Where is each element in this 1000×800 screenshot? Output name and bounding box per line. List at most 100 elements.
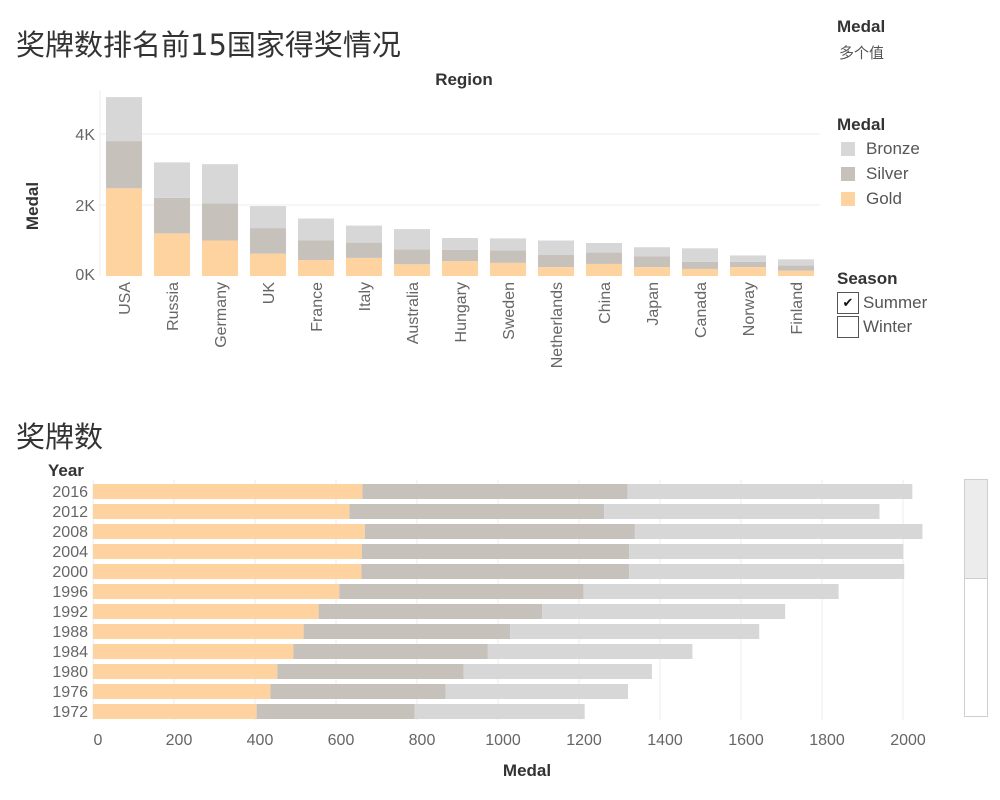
hbar-bronze: [634, 524, 923, 539]
bar-silver: [730, 261, 766, 268]
x-axis-label: Medal: [503, 761, 551, 780]
bar-silver: [634, 256, 670, 268]
y-tick-label: 2K: [75, 198, 95, 215]
x-tick-label: 0: [94, 732, 103, 749]
y-tick-label: 1980: [52, 664, 88, 681]
x-tick-label: 600: [328, 732, 355, 749]
checkmark-icon: ✔: [842, 295, 854, 310]
y-tick-label: 4K: [75, 127, 95, 144]
bar-gold: [442, 261, 478, 276]
bar-gold: [154, 233, 190, 276]
hbar-gold: [93, 504, 350, 519]
hbar-bronze: [583, 584, 839, 599]
x-tick-label: Japan: [645, 282, 662, 326]
season-option-summer[interactable]: ✔ Summer: [837, 292, 927, 314]
x-tick-label: Finland: [789, 282, 806, 334]
chart-title: 奖牌数排名前15国家得奖情况: [16, 28, 401, 62]
x-tick-label: 200: [166, 732, 193, 749]
hbar-bronze: [510, 624, 760, 639]
bar-bronze: [730, 255, 766, 262]
hbar-bronze: [414, 704, 585, 719]
y-tick-label: 1988: [52, 624, 88, 641]
x-tick-label: China: [597, 282, 614, 324]
silver-swatch: [841, 167, 855, 181]
x-tick-label: 1200: [566, 732, 602, 749]
bar-bronze: [586, 242, 622, 253]
hbar-silver: [361, 564, 630, 579]
hbar-silver: [362, 484, 628, 499]
legend-item-bronze[interactable]: Bronze: [841, 139, 920, 159]
bar-bronze: [298, 218, 334, 241]
bar-gold: [682, 268, 718, 276]
x-tick-label: Norway: [741, 282, 758, 336]
legend-item-silver[interactable]: Silver: [841, 164, 909, 184]
bar-bronze: [346, 225, 382, 243]
hbar-bronze: [445, 684, 629, 699]
hbar-silver: [293, 644, 488, 659]
y-tick-label: 0K: [75, 267, 95, 284]
y-tick-label: 2000: [52, 564, 88, 581]
hbar-bronze: [542, 604, 786, 619]
bar-bronze: [154, 162, 190, 198]
bar-silver: [202, 203, 238, 241]
season-label-winter: Winter: [863, 317, 913, 336]
second-chart-title: 奖牌数: [16, 420, 104, 454]
y-tick-label: 1984: [52, 644, 88, 661]
y-tick-label: 2012: [52, 504, 88, 521]
legend-label-gold: Gold: [866, 189, 902, 208]
bar-bronze: [250, 206, 286, 229]
bar-silver: [778, 265, 814, 271]
y-tick-label: 1996: [52, 584, 88, 601]
x-tick-label: Italy: [357, 282, 374, 311]
bar-bronze: [442, 238, 478, 250]
bar-silver: [538, 254, 574, 268]
x-tick-label: 2000: [890, 732, 926, 749]
year-medal-chart: Year 0 200 400 600 800 1000 1200 1400 1600 1800 200…: [48, 461, 926, 780]
legend-item-gold[interactable]: Gold: [841, 189, 902, 209]
hbar-silver: [364, 524, 635, 539]
scrollbar-thumb[interactable]: [965, 480, 987, 579]
filter-title: Medal: [837, 17, 886, 36]
bar-bronze: [682, 248, 718, 262]
hbar-silver: [349, 504, 605, 519]
hbar-gold: [93, 484, 363, 499]
hbar-bronze: [627, 484, 913, 499]
hbar-gold: [93, 684, 271, 699]
bronze-swatch: [841, 142, 855, 156]
x-tick-label: 1400: [647, 732, 683, 749]
filter-value-dropdown[interactable]: 多个值: [839, 44, 885, 62]
gold-swatch: [841, 192, 855, 206]
bar-gold: [778, 270, 814, 276]
x-tick-label: Russia: [165, 282, 182, 331]
x-tick-label: UK: [261, 282, 278, 305]
year-header: Year: [48, 461, 84, 480]
region-header: Region: [435, 70, 493, 89]
y-tick-label: 1992: [52, 604, 88, 621]
bar-silver: [250, 228, 286, 254]
hbar-silver: [318, 604, 543, 619]
season-option-winter[interactable]: Winter: [837, 316, 912, 338]
x-tick-label: 800: [409, 732, 436, 749]
x-tick-label: Hungary: [453, 282, 470, 342]
x-tick-label: Netherlands: [549, 282, 566, 368]
x-tick-label: Australia: [405, 282, 422, 344]
x-tick-label: Canada: [693, 282, 710, 338]
bar-gold: [346, 257, 382, 276]
bar-gold: [538, 267, 574, 276]
hbar-bronze: [604, 504, 880, 519]
winter-checkbox[interactable]: [837, 316, 859, 338]
summer-checkbox[interactable]: ✔: [837, 292, 859, 314]
bar-silver: [298, 240, 334, 261]
bar-bronze: [394, 229, 430, 250]
bar-silver: [586, 252, 622, 264]
bar-silver: [106, 141, 142, 189]
hbar-silver: [339, 584, 584, 599]
bar-gold: [490, 262, 526, 276]
chart-scrollbar[interactable]: [964, 479, 988, 717]
hbar-gold: [93, 584, 340, 599]
bar-bronze: [202, 164, 238, 204]
season-title: Season: [837, 269, 898, 288]
hbar-bronze: [629, 544, 904, 559]
bar-bronze: [778, 259, 814, 266]
y-tick-label: 1972: [52, 704, 88, 721]
